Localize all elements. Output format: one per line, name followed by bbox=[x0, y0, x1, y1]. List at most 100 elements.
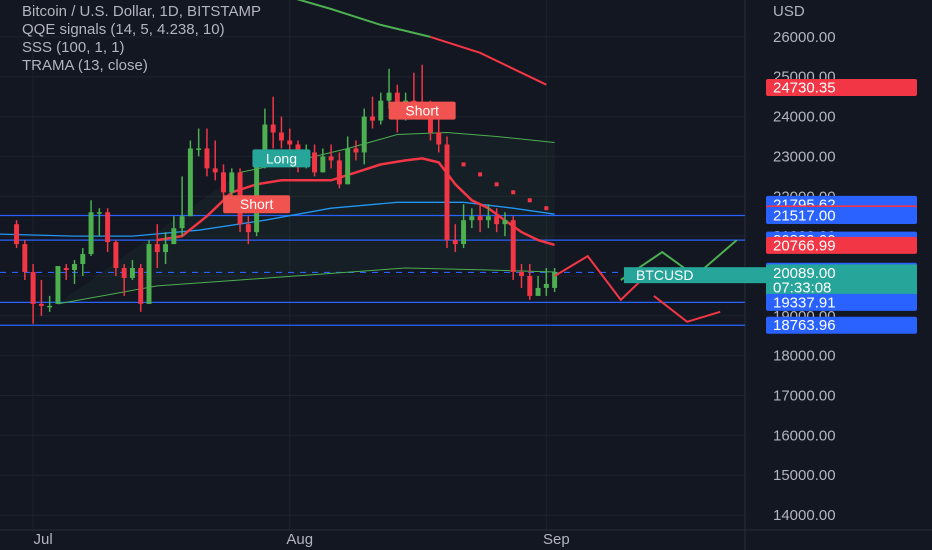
candle-body bbox=[204, 148, 210, 169]
candle-body bbox=[55, 266, 61, 304]
candle-body bbox=[370, 116, 375, 121]
candle-body bbox=[461, 220, 467, 245]
candle-body bbox=[129, 268, 135, 278]
price-tag-value: 19337.91 bbox=[773, 294, 836, 311]
price-tag-bg bbox=[766, 236, 917, 254]
candle-body bbox=[221, 172, 226, 193]
candle-body bbox=[494, 216, 500, 225]
candle-body bbox=[312, 152, 318, 173]
currency-label: USD bbox=[773, 3, 805, 20]
candle-body bbox=[378, 100, 384, 121]
price-tag-bg bbox=[766, 316, 917, 334]
candle-body bbox=[502, 220, 508, 225]
top-green-line bbox=[296, 0, 431, 38]
signal-label-bg bbox=[252, 149, 311, 168]
candle-body bbox=[196, 148, 202, 150]
price-tag-value: 20089.00 bbox=[773, 265, 836, 282]
candle-body bbox=[510, 220, 516, 272]
time-axis-label: Aug bbox=[286, 531, 313, 548]
price-tag-bg bbox=[766, 293, 917, 311]
price-axis-label: 17000.00 bbox=[773, 388, 836, 405]
price-axis-label: 18000.00 bbox=[773, 348, 836, 365]
price-tag-value: 18763.96 bbox=[773, 317, 836, 334]
chart-legend: Bitcoin / U.S. Dollar, 1D, BITSTAMP QQE … bbox=[22, 3, 261, 75]
candle-body bbox=[320, 156, 326, 173]
candle-body bbox=[262, 124, 268, 161]
candle-body bbox=[105, 212, 111, 243]
projection-path bbox=[653, 295, 721, 323]
candle-body bbox=[171, 228, 177, 245]
candle-body bbox=[72, 264, 77, 270]
price-tag-value: 21517.00 bbox=[773, 208, 836, 225]
candle-body bbox=[444, 144, 450, 241]
price-axis-label: 14000.00 bbox=[773, 507, 836, 524]
candle-body bbox=[386, 92, 392, 101]
price-tag-bg bbox=[766, 207, 917, 225]
time-axis-label: Sep bbox=[543, 531, 570, 548]
candle-body bbox=[361, 116, 367, 153]
projection-path bbox=[620, 239, 738, 281]
price-tag-countdown: 07:33:08 bbox=[773, 279, 831, 296]
candle-body bbox=[154, 244, 160, 253]
price-axis-label: 16000.00 bbox=[773, 427, 836, 444]
channel-fill bbox=[57, 132, 555, 304]
candle-body bbox=[187, 148, 193, 217]
candle-body bbox=[278, 132, 284, 141]
price-tags: 24730.3521795.6221559.6821517.0020899.00… bbox=[766, 78, 917, 334]
candle-body bbox=[179, 216, 185, 229]
candle-body bbox=[469, 216, 475, 221]
price-tag-bg bbox=[766, 78, 917, 96]
signal-label-text: Short bbox=[240, 196, 274, 212]
signal-label-bg bbox=[388, 101, 456, 120]
legend-indicator-qqe[interactable]: QQE signals (14, 5, 4.238, 10) bbox=[22, 21, 225, 38]
candle-body bbox=[336, 160, 342, 185]
symbol-label-bg bbox=[623, 267, 772, 284]
indicator-fills bbox=[57, 132, 555, 304]
candle-body bbox=[121, 268, 127, 278]
candle-body bbox=[138, 268, 144, 304]
signal-label-text: Long bbox=[266, 150, 297, 166]
price-axis-label: 23000.00 bbox=[773, 148, 836, 165]
legend-title[interactable]: Bitcoin / U.S. Dollar, 1D, BITSTAMP bbox=[22, 3, 261, 20]
candle-body bbox=[229, 172, 235, 193]
candle-body bbox=[38, 303, 44, 306]
dotted-trail-point bbox=[511, 190, 516, 195]
price-tag-value: 24730.35 bbox=[773, 79, 836, 96]
candle-body bbox=[146, 244, 152, 304]
candle-body bbox=[88, 212, 94, 255]
dotted-trail-point bbox=[494, 182, 499, 187]
candle-body bbox=[543, 283, 549, 288]
candle-body bbox=[477, 216, 483, 221]
candle-body bbox=[80, 254, 86, 265]
legend-indicator-sss[interactable]: SSS (100, 1, 1) bbox=[22, 39, 125, 56]
candle-body bbox=[436, 132, 442, 145]
candle-body bbox=[519, 271, 524, 276]
candle-body bbox=[30, 271, 36, 304]
candle-body bbox=[245, 224, 251, 233]
candle-body bbox=[96, 212, 102, 214]
candle-body bbox=[452, 240, 458, 245]
candle-body bbox=[163, 244, 169, 253]
price-axis-label: 24000.00 bbox=[773, 109, 836, 126]
sss-lower-line bbox=[57, 267, 555, 305]
dotted-trail-point bbox=[478, 172, 483, 177]
candle-body bbox=[328, 156, 334, 161]
candle-body bbox=[63, 268, 69, 270]
top-red-line bbox=[430, 35, 547, 86]
candle-body bbox=[345, 148, 351, 185]
candle-body bbox=[270, 124, 276, 133]
legend-indicator-trama[interactable]: TRAMA (13, close) bbox=[22, 57, 148, 74]
dotted-trail-point bbox=[461, 162, 466, 167]
trend-line-red bbox=[157, 157, 555, 247]
signal-label-bg bbox=[223, 195, 291, 214]
time-axis[interactable]: Jul Aug Sep bbox=[34, 531, 570, 548]
signal-labels: Short Long Short bbox=[223, 101, 456, 214]
candle-body bbox=[22, 244, 28, 272]
price-tag-bg bbox=[766, 264, 917, 297]
candle-body bbox=[535, 287, 541, 296]
candle-body bbox=[287, 140, 293, 145]
candle-body bbox=[485, 216, 491, 221]
candle-body bbox=[527, 275, 533, 296]
price-axis-label: 15000.00 bbox=[773, 467, 836, 484]
